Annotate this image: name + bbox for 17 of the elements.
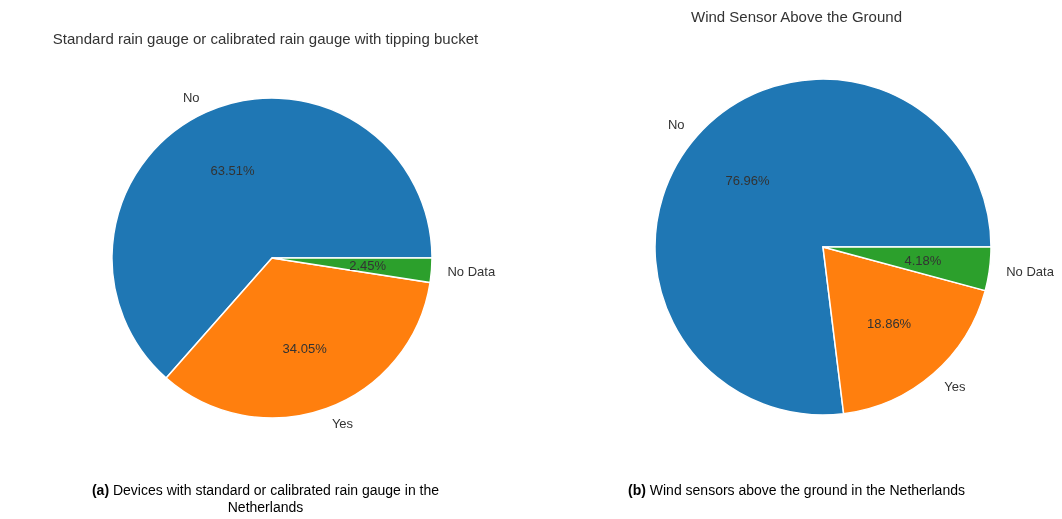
slice-label: Yes [331, 415, 354, 431]
chart-title: Standard rain gauge or calibrated rain gauge with tipping bucket [51, 30, 480, 47]
data-label: 76.96% [725, 172, 770, 188]
pie-slice [654, 78, 992, 416]
slice-label: No Data [447, 264, 496, 280]
data-label: 63.51% [210, 163, 255, 179]
text: (a) Devices with standard or calibrated rain gauge in the Netherlands [90, 482, 441, 516]
slice-label: No [667, 117, 685, 133]
slice-label: Yes [944, 378, 966, 394]
chart-title: Wind Sensor Above the Ground [690, 8, 903, 25]
data-label: 18.86% [867, 315, 912, 331]
slice-label: No [182, 90, 200, 106]
text: (b) Wind sensors above the ground in the Netherlands [627, 482, 966, 499]
data-label: 4.18% [904, 252, 942, 268]
data-label: 2.45% [349, 257, 387, 273]
data-label: 34.05% [282, 340, 328, 356]
slice-label: No Data [1006, 263, 1055, 279]
